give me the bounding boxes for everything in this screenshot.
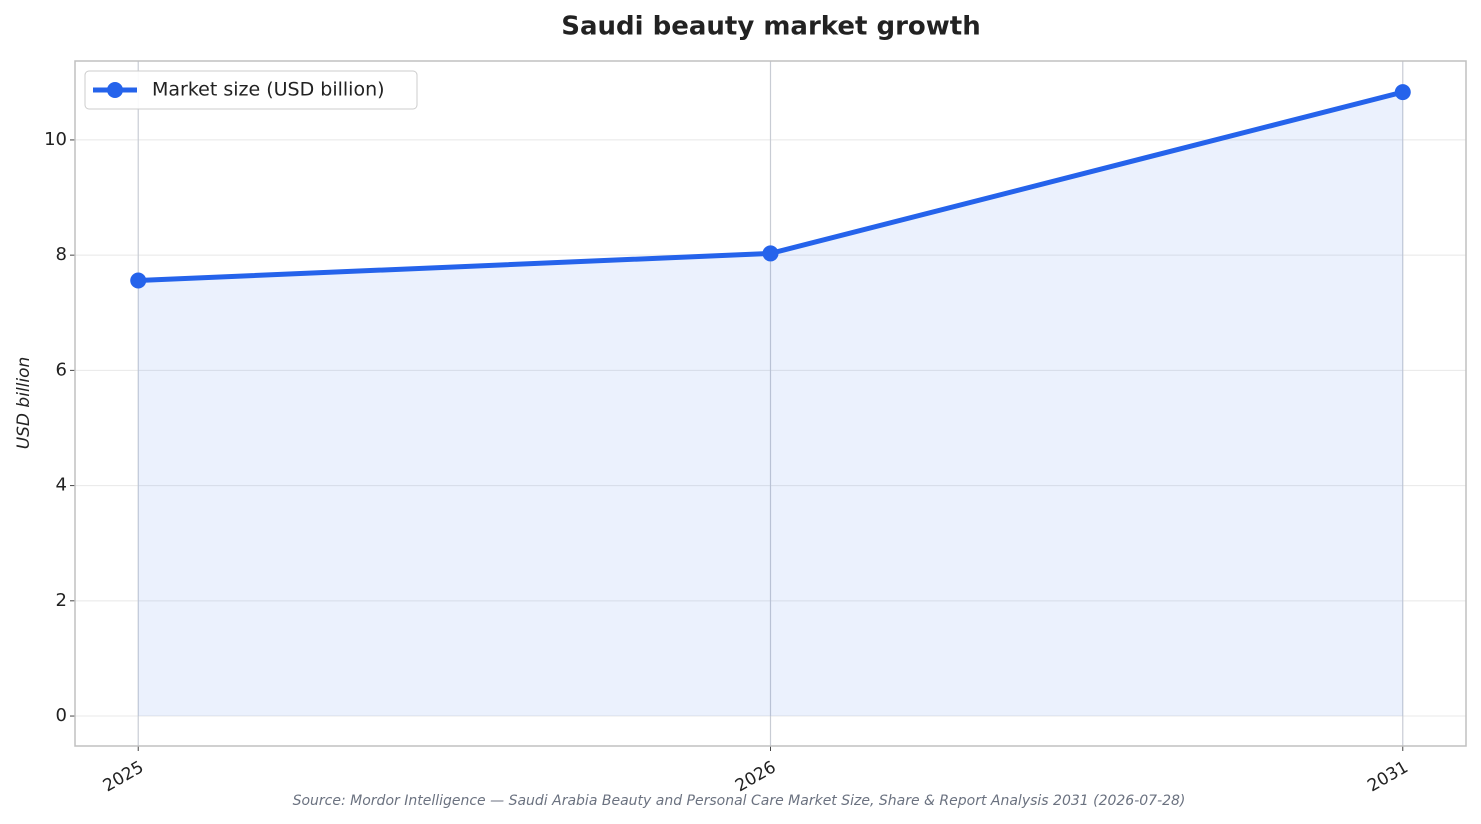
legend-frame: [84, 70, 418, 110]
marker: [130, 272, 147, 289]
y-tick-label: 0: [56, 705, 67, 726]
marker: [1394, 84, 1411, 101]
legend-label: Market size (USD billion): [152, 79, 385, 101]
source-note: Source: Mordor Intelligence — Saudi Arab…: [293, 793, 1186, 809]
y-tick-label: 10: [44, 129, 67, 150]
marker: [762, 245, 779, 262]
plot-frame: [74, 60, 1467, 747]
y-axis-label: USD billion: [14, 357, 34, 450]
y-tick-label: 6: [56, 359, 67, 380]
y-tick-label: 8: [56, 244, 67, 265]
legend: Market size (USD billion): [84, 70, 418, 110]
area: [138, 92, 1403, 717]
y-tick-label: 2: [56, 590, 67, 611]
y-tick-label: 4: [56, 475, 67, 496]
legend-marker: [107, 82, 123, 98]
chart-title: Saudi beauty market growth: [561, 12, 981, 42]
